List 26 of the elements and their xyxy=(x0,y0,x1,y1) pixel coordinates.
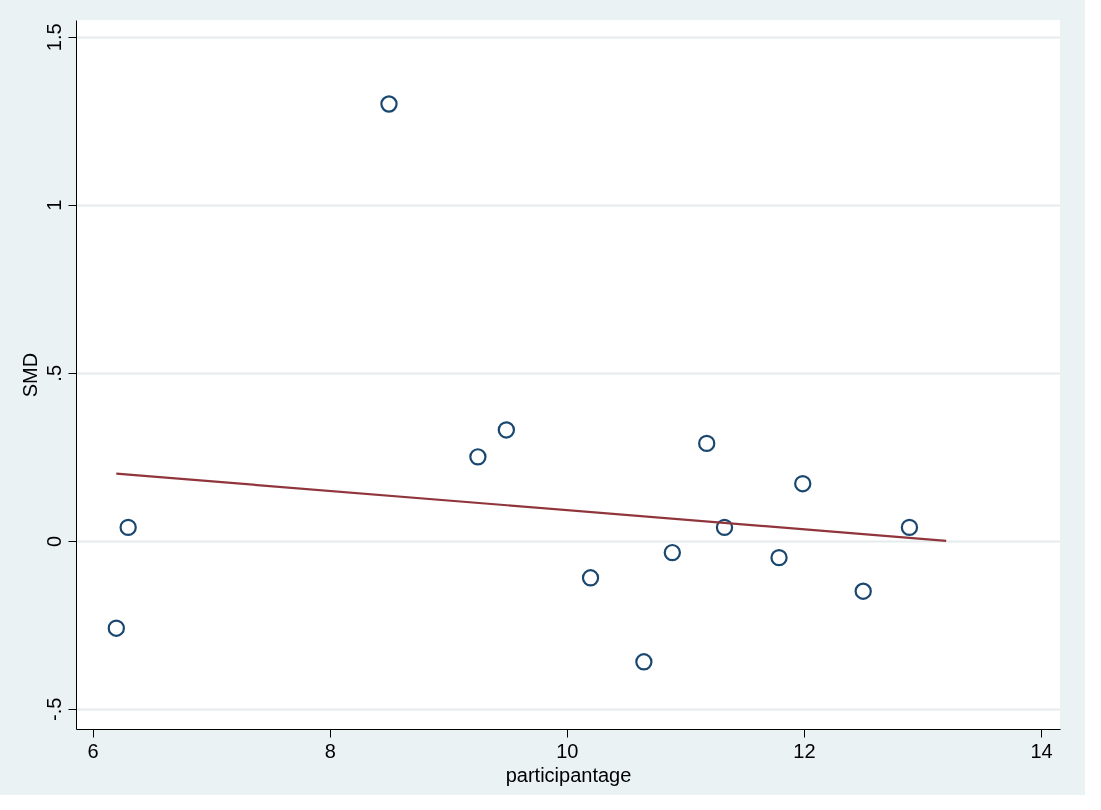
x-tick-label: 14 xyxy=(1030,739,1053,762)
y-tick-label: 1.5 xyxy=(42,23,65,52)
x-tick-label: 12 xyxy=(793,739,816,762)
point xyxy=(581,569,600,587)
x-tick-label: 8 xyxy=(324,739,336,762)
x-tick-label: 10 xyxy=(556,739,579,762)
x-tick-label: 6 xyxy=(87,739,99,762)
point xyxy=(635,653,653,671)
point xyxy=(107,619,125,637)
point xyxy=(469,448,487,466)
y-tick-label: -.5 xyxy=(42,697,65,722)
point xyxy=(900,518,919,537)
point xyxy=(698,434,716,453)
point xyxy=(715,518,734,537)
y-tick-label: 0 xyxy=(42,535,65,547)
x-axis-title: participantage xyxy=(505,763,632,786)
point xyxy=(497,421,516,439)
point xyxy=(794,475,812,493)
point xyxy=(854,582,872,600)
point xyxy=(380,95,398,113)
y-tick-label: .5 xyxy=(42,364,65,382)
y-tick-label: 1 xyxy=(42,199,65,211)
point xyxy=(119,518,137,537)
point xyxy=(770,548,788,567)
point xyxy=(663,543,682,562)
y-axis-title: SMD xyxy=(18,352,41,398)
